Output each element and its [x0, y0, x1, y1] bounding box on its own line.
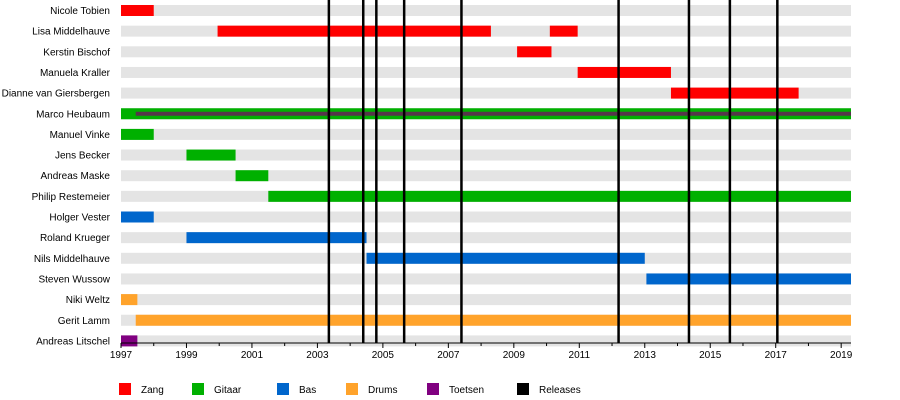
- legend: Zang Gitaar Bas Drums Toetsen Releases: [119, 383, 581, 396]
- bar-gerit-lamm-drums-0: [135, 314, 851, 326]
- legend-swatch-bas: [277, 383, 289, 395]
- legend-label-gitaar: Gitaar: [214, 385, 242, 396]
- member-bars: [121, 5, 851, 347]
- row-background-andreas-litschel: [121, 335, 851, 347]
- release-lines: [327, 0, 779, 343]
- row-background-roland-krueger: [121, 232, 851, 244]
- x-tick-label-2019: 2019: [830, 350, 853, 361]
- legend-swatch-zang: [119, 383, 131, 395]
- member-label-roland-krueger: Roland Krueger: [40, 233, 111, 244]
- row-background-manuel-vinke: [121, 128, 851, 140]
- legend-label-bas: Bas: [299, 385, 316, 396]
- member-label-steven-wussow: Steven Wussow: [38, 274, 110, 285]
- member-label-manuela-kraller: Manuela Kraller: [40, 68, 111, 79]
- bar-jens-becker-gitaar-0: [186, 149, 236, 161]
- legend-swatch-toetsen: [427, 383, 439, 395]
- legend-label-toetsen: Toetsen: [449, 385, 484, 396]
- member-labels: Nicole Tobien Lisa Middelhauve Kerstin Bis…: [2, 6, 111, 347]
- x-tick-label-1997: 1997: [110, 350, 133, 361]
- member-label-manuel-vinke: Manuel Vinke: [50, 130, 111, 141]
- member-label-gerit-lamm: Gerit Lamm: [58, 316, 110, 327]
- bar-roland-krueger-bas-0: [186, 232, 367, 244]
- bar-lisa-middelhauve-zang-0: [217, 25, 491, 37]
- member-label-niki-weltz: Niki Weltz: [66, 295, 110, 306]
- member-label-andreas-litschel: Andreas Litschel: [36, 336, 110, 347]
- bar-marco-heubaum-toetsen-1: [135, 111, 851, 116]
- member-label-dianne-van-giersbergen: Dianne van Giersbergen: [2, 89, 110, 100]
- bar-kerstin-bischof-zang-0: [517, 46, 552, 58]
- row-background-steven-wussow: [121, 273, 851, 285]
- row-background-jens-becker: [121, 149, 851, 161]
- x-tick-label-2003: 2003: [306, 350, 329, 361]
- legend-label-drums: Drums: [368, 385, 397, 396]
- row-background-holger-vester: [121, 211, 851, 223]
- row-background-nicole-tobien: [121, 5, 851, 16]
- member-label-kerstin-bischof: Kerstin Bischof: [43, 47, 110, 58]
- bar-manuela-kraller-zang-0: [577, 66, 671, 78]
- row-backgrounds: [121, 5, 851, 347]
- row-background-andreas-maske: [121, 170, 851, 182]
- bar-manuel-vinke-gitaar-0: [121, 128, 154, 140]
- bar-niki-weltz-drums-0: [121, 294, 138, 306]
- bar-steven-wussow-bas-0: [646, 273, 851, 285]
- x-tick-label-2017: 2017: [765, 350, 788, 361]
- x-tick-label-2009: 2009: [503, 350, 526, 361]
- x-tick-label-2013: 2013: [634, 350, 657, 361]
- member-label-nils-middelhauve: Nils Middelhauve: [34, 254, 111, 265]
- member-label-lisa-middelhauve: Lisa Middelhauve: [32, 27, 110, 38]
- row-background-niki-weltz: [121, 294, 851, 306]
- legend-swatch-drums: [346, 383, 358, 395]
- bar-philip-restemeier-gitaar-0: [268, 190, 851, 202]
- bar-andreas-maske-gitaar-0: [235, 170, 269, 182]
- bar-nicole-tobien-zang-0: [121, 5, 154, 16]
- member-label-jens-becker: Jens Becker: [55, 151, 111, 162]
- legend-swatch-releases: [517, 383, 529, 395]
- bar-lisa-middelhauve-zang-1: [549, 25, 578, 37]
- bar-nils-middelhauve-bas-0: [366, 252, 645, 264]
- member-label-philip-restemeier: Philip Restemeier: [32, 192, 111, 203]
- x-tick-label-2011: 2011: [569, 350, 591, 361]
- bar-holger-vester-bas-0: [121, 211, 154, 223]
- member-label-holger-vester: Holger Vester: [49, 213, 110, 224]
- x-tick-label-2001: 2001: [241, 350, 264, 361]
- legend-swatch-gitaar: [192, 383, 204, 395]
- member-label-marco-heubaum: Marco Heubaum: [36, 109, 110, 120]
- row-background-kerstin-bischof: [121, 46, 851, 58]
- x-axis: 1997 1999 2001 2003 2005 2007 2009 2011 2013 2015…: [110, 342, 853, 361]
- bar-dianne-van-giersbergen-zang-0: [670, 87, 799, 99]
- x-tick-label-2015: 2015: [699, 350, 722, 361]
- member-label-nicole-tobien: Nicole Tobien: [50, 6, 110, 17]
- x-tick-label-2007: 2007: [437, 350, 460, 361]
- x-tick-label-2005: 2005: [372, 350, 395, 361]
- x-tick-label-1999: 1999: [175, 350, 198, 361]
- member-label-andreas-maske: Andreas Maske: [41, 171, 111, 182]
- bar-andreas-litschel-toetsen-0: [121, 335, 138, 347]
- row-background-dianne-van-giersbergen: [121, 87, 851, 99]
- legend-label-zang: Zang: [141, 385, 164, 396]
- row-background-manuela-kraller: [121, 66, 851, 78]
- legend-label-releases: Releases: [539, 385, 581, 396]
